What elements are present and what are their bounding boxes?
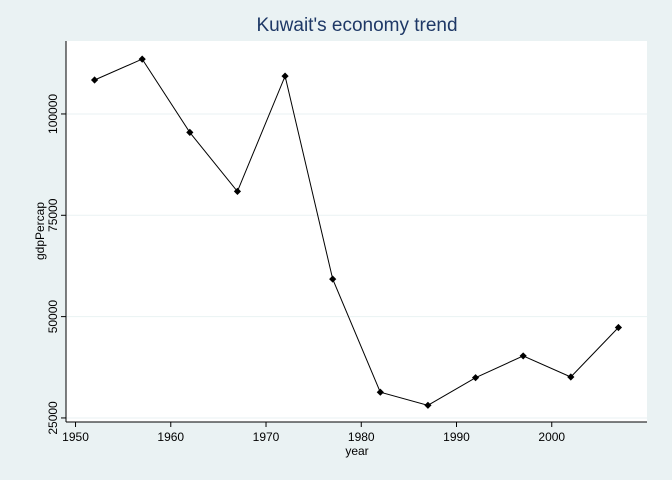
data-point xyxy=(519,352,527,360)
data-point xyxy=(233,187,242,195)
data-point xyxy=(138,55,146,63)
y-tick-label: 100000 xyxy=(46,94,60,134)
data-point xyxy=(424,401,432,409)
x-tick-label: 1980 xyxy=(348,430,375,444)
x-tick-label: 1950 xyxy=(62,430,89,444)
y-axis-label: gdpPercap xyxy=(33,202,47,260)
x-ticks: 1950 1960 1970 1980 1990 2000 xyxy=(62,422,565,444)
x-tick-label: 1960 xyxy=(157,430,184,444)
data-point xyxy=(614,323,623,332)
y-tick-label: 50000 xyxy=(46,300,60,334)
x-tick-label: 1990 xyxy=(443,430,470,444)
data-point xyxy=(90,76,99,84)
y-tick-label: 25000 xyxy=(46,401,60,435)
y-ticks: 25000 50000 75000 100000 xyxy=(46,94,66,435)
gridlines xyxy=(66,113,647,419)
data-point xyxy=(567,373,575,381)
chart-title: Kuwait's economy trend xyxy=(256,15,457,36)
y-tick-label: 75000 xyxy=(46,198,60,232)
data-point xyxy=(186,128,194,136)
data-point xyxy=(329,275,337,283)
data-point xyxy=(281,72,289,80)
data-point xyxy=(376,388,384,396)
x-tick-label: 1970 xyxy=(253,430,280,444)
series-points xyxy=(90,55,623,409)
series-line xyxy=(94,58,619,406)
plot-area xyxy=(66,41,647,422)
x-axis-label: year xyxy=(345,444,368,458)
data-point xyxy=(471,374,480,382)
x-tick-label: 2000 xyxy=(538,430,565,444)
